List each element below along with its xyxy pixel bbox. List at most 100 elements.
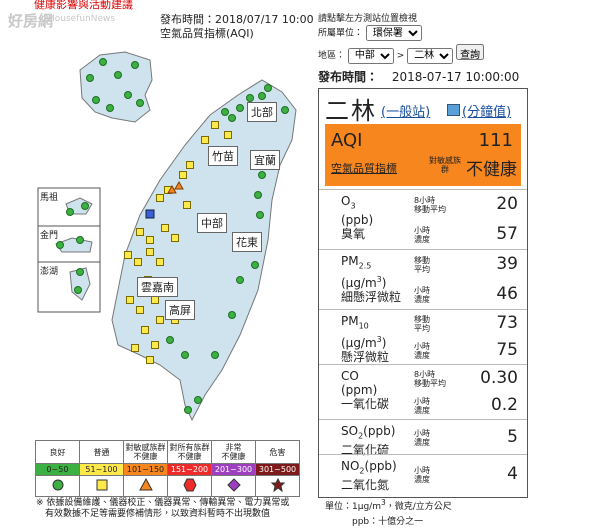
reading-label-line: 濃度 — [414, 475, 430, 484]
legend-header: 對所有族群 不健康 — [167, 440, 212, 464]
note-line: ※ 依據設備維護、儀器校正、儀器異常、傳輸異常、電力異常或 — [36, 498, 290, 508]
station-good — [184, 406, 192, 414]
reading-value: 0.2 — [490, 395, 518, 416]
station-good — [221, 108, 229, 116]
station-moderate — [131, 344, 139, 352]
legend-shape — [270, 477, 285, 493]
legend-range: 151~200 — [167, 463, 212, 476]
unit-row: 所屬單位： 環保署 — [318, 25, 422, 41]
chart-icon[interactable] — [447, 104, 460, 116]
query-button[interactable]: 查詢 — [456, 44, 485, 61]
region-label: 宜蘭 — [250, 150, 280, 170]
aqi-label: AQI — [331, 130, 363, 151]
region-label: 北部 — [247, 102, 277, 122]
station-sensitive — [174, 180, 184, 190]
legend-shape — [96, 479, 107, 491]
station-good — [76, 268, 84, 276]
pollutant-row: O3 (ppb) 臭氧 8小時 移動平均 20 小時 濃度 57 — [319, 189, 527, 250]
island-label: 金門 — [40, 231, 59, 241]
pollutant-unit: (μg/m3) — [341, 333, 389, 350]
legend-range: 0~50 — [35, 463, 80, 476]
station-moderate — [201, 136, 209, 144]
station-good — [92, 96, 100, 104]
area-label: 地區： — [318, 51, 346, 61]
unit-select[interactable]: 環保署 — [365, 25, 422, 41]
pollutant-row: CO (ppm) 一氧化碳 8小時 移動平均 0.30 小時 濃度 0.2 — [319, 364, 527, 420]
legend: 良好 普通 對敏感族群 不健康 對所有族群 不健康 非常 不健康 危害 0~50 51~100 101… — [35, 440, 300, 497]
pollutant-row: PM10 (μg/m3) 懸浮微粒 移動 平均 73 小時 濃度 75 — [319, 309, 527, 365]
reading-label-line: 濃度 — [414, 235, 430, 244]
unit: (μg/m — [341, 276, 377, 291]
reading-label-line: 8小時 — [414, 369, 436, 379]
unit-note-text: 單位：1μg/m — [325, 502, 381, 512]
reading-value: 46 — [496, 284, 518, 304]
reading-value: 5 — [507, 426, 518, 447]
pollutant-row: NO2(ppb) 二氧化氮 小時 濃度 4 — [319, 454, 527, 495]
group-line: 對敏感族 — [429, 156, 461, 165]
legend-text: 非常 — [225, 443, 242, 452]
unit-sup: 3 — [380, 498, 386, 507]
legend-header: 危害 — [255, 440, 300, 464]
legend-header: 良好 — [35, 440, 80, 464]
pollutant-row: PM2.5 (μg/m3) 細懸浮微粒 移動 平均 39 小時 濃度 46 — [319, 249, 527, 310]
reading-label-line: 濃度 — [414, 406, 430, 416]
station-good — [76, 236, 84, 244]
symbol: PM — [341, 254, 359, 268]
station-type-link[interactable]: (一般站) — [381, 105, 431, 120]
legend-table: 良好 普通 對敏感族群 不健康 對所有族群 不健康 非常 不健康 危害 0~50 51~100 101… — [35, 440, 300, 497]
pollutant-name: 臭氧 — [341, 227, 366, 242]
station-name: 二林 — [325, 97, 377, 125]
station-good — [86, 74, 94, 82]
unit: (ppb) — [363, 424, 396, 438]
symbol: SO — [341, 424, 359, 438]
alert-link[interactable]: 健康影響與活動建議 — [34, 0, 133, 11]
area-select[interactable]: 中部 — [347, 47, 394, 64]
reading-label-line: 小時 — [414, 286, 430, 295]
reading-label-line: 移動平均 — [414, 378, 446, 388]
region-label: 雲嘉南 — [137, 277, 178, 297]
unit-note-end: ，微克/立方公尺 — [385, 502, 452, 512]
legend-range: 301~500 — [255, 463, 300, 476]
reading: 小時 濃度 46 — [414, 280, 524, 310]
station-moderate — [224, 131, 232, 139]
reading-label-line: 移動 — [414, 256, 430, 265]
legend-shape — [138, 477, 153, 491]
legend-icon — [138, 477, 153, 491]
reading-label-line: 8小時 — [414, 196, 436, 205]
station-moderate — [136, 306, 144, 314]
station-good — [228, 114, 236, 122]
legend-icon-cell — [211, 475, 256, 497]
reading-label: 小時 濃度 — [414, 226, 430, 244]
symbol: CO — [341, 369, 359, 383]
legend-range: 101~150 — [123, 463, 168, 476]
station-moderate — [156, 258, 164, 266]
unit-sup: 3 — [376, 275, 382, 285]
station-moderate — [156, 194, 164, 202]
region-label: 竹苗 — [208, 146, 238, 166]
legend-icon — [96, 479, 107, 491]
station-select[interactable]: 二林 — [407, 47, 454, 64]
reading-value: 39 — [496, 254, 518, 274]
symbol-sub: 3 — [350, 201, 356, 211]
station-moderate — [124, 251, 132, 259]
aqi-box: AQI 111 空氣品質指標 對敏感族 群 不健康 — [325, 124, 521, 186]
pollutant-unit: (ppm) — [341, 383, 389, 397]
symbol-sub: 2.5 — [358, 261, 372, 271]
pollutant-symbol: NO2(ppb) — [341, 459, 397, 478]
reading-label: 8小時 移動平均 — [414, 370, 446, 388]
reading-value: 75 — [496, 340, 518, 361]
pollutant-row: SO2(ppb) 二氧化硫 小時 濃度 5 — [319, 419, 527, 457]
station-good — [136, 99, 144, 107]
region-label: 中部 — [197, 213, 227, 233]
station-good — [99, 58, 107, 66]
reading-label-line: 移動 — [414, 314, 430, 324]
legend-range: 201~300 — [211, 463, 256, 476]
pollutant-symbol: CO — [341, 369, 389, 383]
minute-link[interactable]: (分鐘值) — [462, 105, 512, 120]
reading: 小時 濃度 57 — [414, 220, 524, 250]
publish-label: 發布時間： — [318, 70, 379, 84]
watermark: 好房網 — [8, 12, 54, 30]
aqi-value: 111 — [478, 130, 513, 151]
station-good — [251, 261, 259, 269]
ppb-note: ppb：十億分之一 — [352, 517, 424, 527]
